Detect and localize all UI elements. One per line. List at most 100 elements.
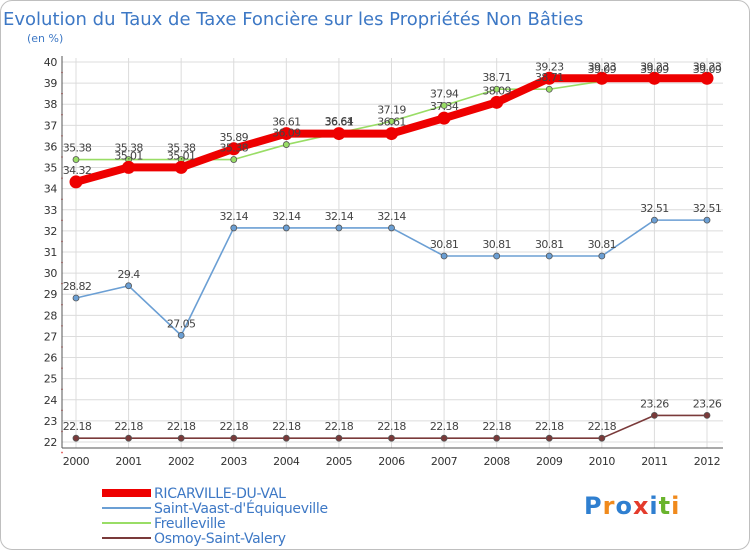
data-label: 32.51	[693, 202, 722, 215]
series-3	[72, 411, 711, 442]
data-point	[493, 85, 501, 93]
data-label: 30.81	[535, 238, 564, 251]
data-label: 39.23	[693, 60, 722, 73]
data-label: 22.18	[63, 420, 92, 433]
y-tick-label: 27	[44, 330, 58, 343]
data-label: 29.4	[118, 268, 141, 281]
data-point	[69, 175, 83, 189]
x-tick-label: 2000	[63, 455, 90, 468]
data-label: 30.81	[482, 238, 511, 251]
series-0	[69, 71, 714, 189]
x-tick-label: 2003	[221, 455, 248, 468]
data-point	[122, 160, 136, 174]
logo-letter: i	[671, 492, 681, 520]
data-label: 35.38	[220, 142, 249, 155]
y-tick-label: 34	[44, 183, 58, 196]
x-tick-label: 2011	[641, 455, 667, 468]
x-tick-label: 2001	[115, 455, 141, 468]
data-point	[598, 434, 606, 442]
data-label: 38.71	[482, 71, 511, 84]
data-label: 36.64	[325, 115, 354, 128]
y-tick-label: 36	[44, 140, 58, 153]
data-label: 23.26	[640, 397, 669, 410]
data-label: 35.38	[63, 142, 92, 155]
data-label: 39.23	[535, 60, 564, 73]
data-label: 22.18	[430, 420, 459, 433]
data-label: 37.94	[430, 87, 459, 100]
y-tick-label: 37	[44, 119, 58, 132]
legend: RICARVILLE-DU-VALSaint-Vaast-d'Équiquevi…	[102, 486, 328, 547]
data-point	[72, 294, 80, 302]
data-point	[282, 224, 290, 232]
data-labels: 35.38 35.38 35.38 35.38 36.09 36.64 37.19 37.94…	[63, 60, 723, 433]
data-point	[125, 434, 132, 442]
data-point	[440, 102, 448, 109]
data-point	[647, 71, 661, 85]
data-label: 22.18	[220, 420, 249, 433]
data-label: 39.09	[693, 63, 722, 76]
chart-title: Evolution du Taux de Taxe Foncière sur l…	[3, 9, 583, 30]
data-point	[388, 434, 395, 442]
data-label: 22.18	[482, 420, 511, 433]
data-point	[385, 127, 398, 141]
x-tick-label: 2006	[378, 455, 405, 468]
data-label: 22.18	[272, 420, 301, 433]
logo-letter: x	[632, 492, 650, 520]
y-tick-label: 23	[44, 415, 58, 428]
y-axis-label: (en %)	[27, 32, 63, 45]
data-point	[125, 282, 132, 290]
y-tick-label: 40	[44, 56, 58, 69]
data-point	[388, 224, 395, 232]
data-label: 35.01	[114, 149, 143, 162]
data-label: 30.81	[430, 238, 459, 251]
data-point	[651, 411, 658, 419]
data-point	[177, 331, 185, 339]
data-label: 22.18	[114, 420, 143, 433]
data-point	[700, 71, 714, 85]
x-tick-label: 2004	[273, 455, 300, 468]
data-point	[545, 85, 553, 93]
data-point	[598, 252, 606, 260]
data-point	[493, 252, 501, 260]
data-point	[279, 127, 293, 141]
data-label: 23.26	[693, 397, 722, 410]
data-point	[230, 224, 238, 232]
y-tick-label: 25	[44, 373, 58, 386]
data-label: 37.19	[377, 103, 406, 116]
y-tick-label: 30	[44, 267, 58, 280]
data-label: 22.18	[325, 420, 354, 433]
data-label: 35.89	[220, 131, 249, 144]
data-label: 22.18	[167, 420, 196, 433]
y-tick-label: 32	[44, 225, 57, 238]
data-point	[651, 216, 658, 224]
y-tick-label: 33	[44, 204, 58, 217]
data-label: 35.38	[114, 142, 143, 155]
data-point	[440, 252, 448, 260]
data-label: 34.32	[63, 164, 92, 177]
data-label: 22.18	[377, 420, 406, 433]
data-point	[440, 434, 448, 442]
data-label: 36.09	[272, 127, 301, 140]
data-point	[437, 111, 451, 125]
logo-letter: o	[615, 492, 633, 520]
data-point	[542, 71, 556, 85]
data-label: 37.34	[430, 100, 459, 113]
y-tick-label: 24	[44, 394, 58, 407]
data-point	[545, 252, 553, 260]
data-point	[282, 434, 290, 442]
data-point	[227, 142, 241, 156]
data-label: 39.23	[640, 60, 669, 73]
data-label: 39.09	[588, 63, 617, 76]
legend-label: Osmoy-Saint-Valery	[154, 531, 286, 547]
data-point	[703, 216, 711, 224]
data-label: 32.14	[325, 210, 354, 223]
y-tick-label: 38	[44, 98, 58, 111]
y-tick-label: 35	[44, 162, 58, 175]
data-label: 32.14	[272, 210, 301, 223]
x-tick-label: 2010	[589, 455, 616, 468]
y-tick-label: 22	[44, 436, 57, 449]
x-tick-label: 2008	[483, 455, 510, 468]
data-label: 27.05	[167, 317, 196, 330]
logo-letter: t	[658, 492, 672, 520]
